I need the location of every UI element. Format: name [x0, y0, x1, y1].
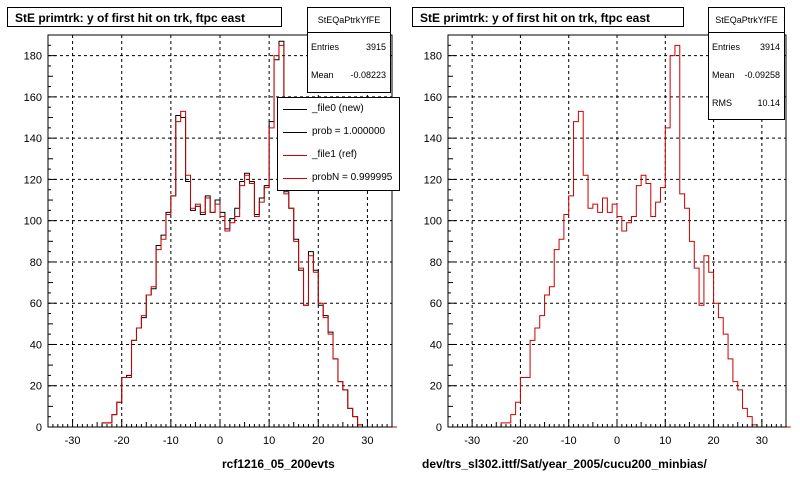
stats-box: StEQaPtrkYfFE Entries 3915 Mean -0.08223: [307, 7, 391, 93]
stats-row-mean: Mean -0.08223: [308, 61, 390, 89]
stats-value: 3914: [759, 42, 780, 52]
y-tick-label: 20: [430, 381, 442, 393]
y-tick-label: 120: [24, 174, 42, 186]
stats-key: Entries: [712, 42, 741, 52]
left-panel: -30 -20 -10 0 10 20 30 0 20 40 60 80 100 120 140 160 180…: [7, 7, 400, 471]
y-tick-label: 160: [24, 92, 42, 104]
stats-row-mean: Mean -0.09258: [709, 61, 784, 89]
y-tick-label: 40: [30, 339, 42, 351]
y-tick-label: 100: [24, 216, 42, 228]
x-tick-label: 0: [217, 435, 223, 447]
x-tick-label: 0: [614, 435, 620, 447]
x-tick-label: -20: [512, 435, 528, 447]
legend-label: prob = 1.000000: [312, 126, 386, 137]
y-tick-label: 80: [430, 257, 442, 269]
x-tick-label: 20: [707, 435, 719, 447]
stats-key: RMS: [712, 98, 732, 108]
stats-row-entries: Entries 3914: [709, 33, 784, 61]
x-tick-label: -30: [65, 435, 81, 447]
stats-key: Mean: [712, 70, 735, 80]
histogram-series-0: [452, 44, 791, 428]
plot-title: StE primtrk: y of first hit on trk, ftpc…: [412, 7, 684, 27]
x-tick-label: -30: [464, 435, 480, 447]
histogram-plot-new-vs-ref: -30 -20 -10 0 10 20 30 0 20 40 60 80 100 120 140 160 180: [24, 34, 397, 447]
x-tick-label: 20: [312, 435, 324, 447]
legend-label: probN = 0.999995: [312, 172, 393, 183]
plot-title: StE primtrk: y of first hit on trk, ftpc…: [7, 7, 282, 27]
stats-name: StEQaPtrkYfFE: [308, 8, 390, 33]
stats-key: Entries: [311, 42, 340, 52]
y-tick-label: 180: [24, 51, 42, 63]
legend-line-ref: [283, 155, 307, 156]
x-tick-label: -20: [114, 435, 130, 447]
y-tick-label: 140: [424, 133, 442, 145]
stats-name: StEQaPtrkYfFE: [709, 8, 784, 33]
legend: _file0 (new) prob = 1.000000 _file1 (ref…: [277, 97, 400, 191]
y-tick-label: 140: [24, 133, 42, 145]
stats-box: StEQaPtrkYfFE Entries 3914 Mean -0.09258…: [708, 7, 785, 120]
x-tick-label: 30: [756, 435, 768, 447]
y-tick-label: 120: [424, 174, 442, 186]
histogram-plot-ref: -30 -20 -10 0 10 20 30 0 20 40 60 80 100 120 140 160 180: [424, 34, 791, 447]
footer-label: dev/trs_sl302.ittf/Sat/year_2005/cucu200…: [422, 457, 707, 471]
right-panel: -30 -20 -10 0 10 20 30 0 20 40 60 80 100 120 140 160 180…: [400, 0, 800, 480]
stats-value: -0.09258: [744, 70, 780, 80]
x-tick-label: -10: [163, 435, 179, 447]
stats-row-entries: Entries 3915: [308, 33, 390, 61]
legend-item-ref: _file1 (ref): [278, 144, 399, 167]
stats-value: 10.14: [757, 98, 780, 108]
x-tick-label: 10: [263, 435, 275, 447]
y-tick-label: 100: [424, 216, 442, 228]
legend-label: _file1 (ref): [312, 149, 358, 160]
legend-label: _file0 (new): [312, 103, 364, 114]
x-tick-label: 30: [361, 435, 373, 447]
legend-line-prob: [283, 132, 307, 133]
legend-line-probn: [283, 178, 307, 179]
stats-key: Mean: [311, 70, 334, 80]
y-tick-label: 160: [424, 92, 442, 104]
y-tick-label: 40: [430, 339, 442, 351]
legend-item-new: _file0 (new): [278, 98, 399, 121]
stats-value: -0.08223: [350, 70, 386, 80]
stats-value: 3915: [365, 42, 386, 52]
footer-label: rcf1216_05_200evts: [222, 457, 335, 471]
plot-frame: [47, 34, 393, 428]
x-tick-label: 10: [659, 435, 671, 447]
y-tick-label: 80: [30, 257, 42, 269]
y-tick-label: 60: [430, 298, 442, 310]
y-tick-label: 180: [424, 51, 442, 63]
legend-item-prob: prob = 1.000000: [278, 121, 399, 144]
stats-row-rms: RMS 10.14: [709, 89, 784, 117]
x-tick-label: -10: [561, 435, 577, 447]
legend-line-new: [283, 109, 307, 110]
y-tick-label: 20: [30, 381, 42, 393]
y-tick-label: 0: [36, 422, 42, 434]
legend-item-probn: probN = 0.999995: [278, 167, 399, 190]
histogram-series-1: [52, 44, 397, 428]
y-tick-label: 0: [436, 422, 442, 434]
y-tick-label: 60: [30, 298, 42, 310]
